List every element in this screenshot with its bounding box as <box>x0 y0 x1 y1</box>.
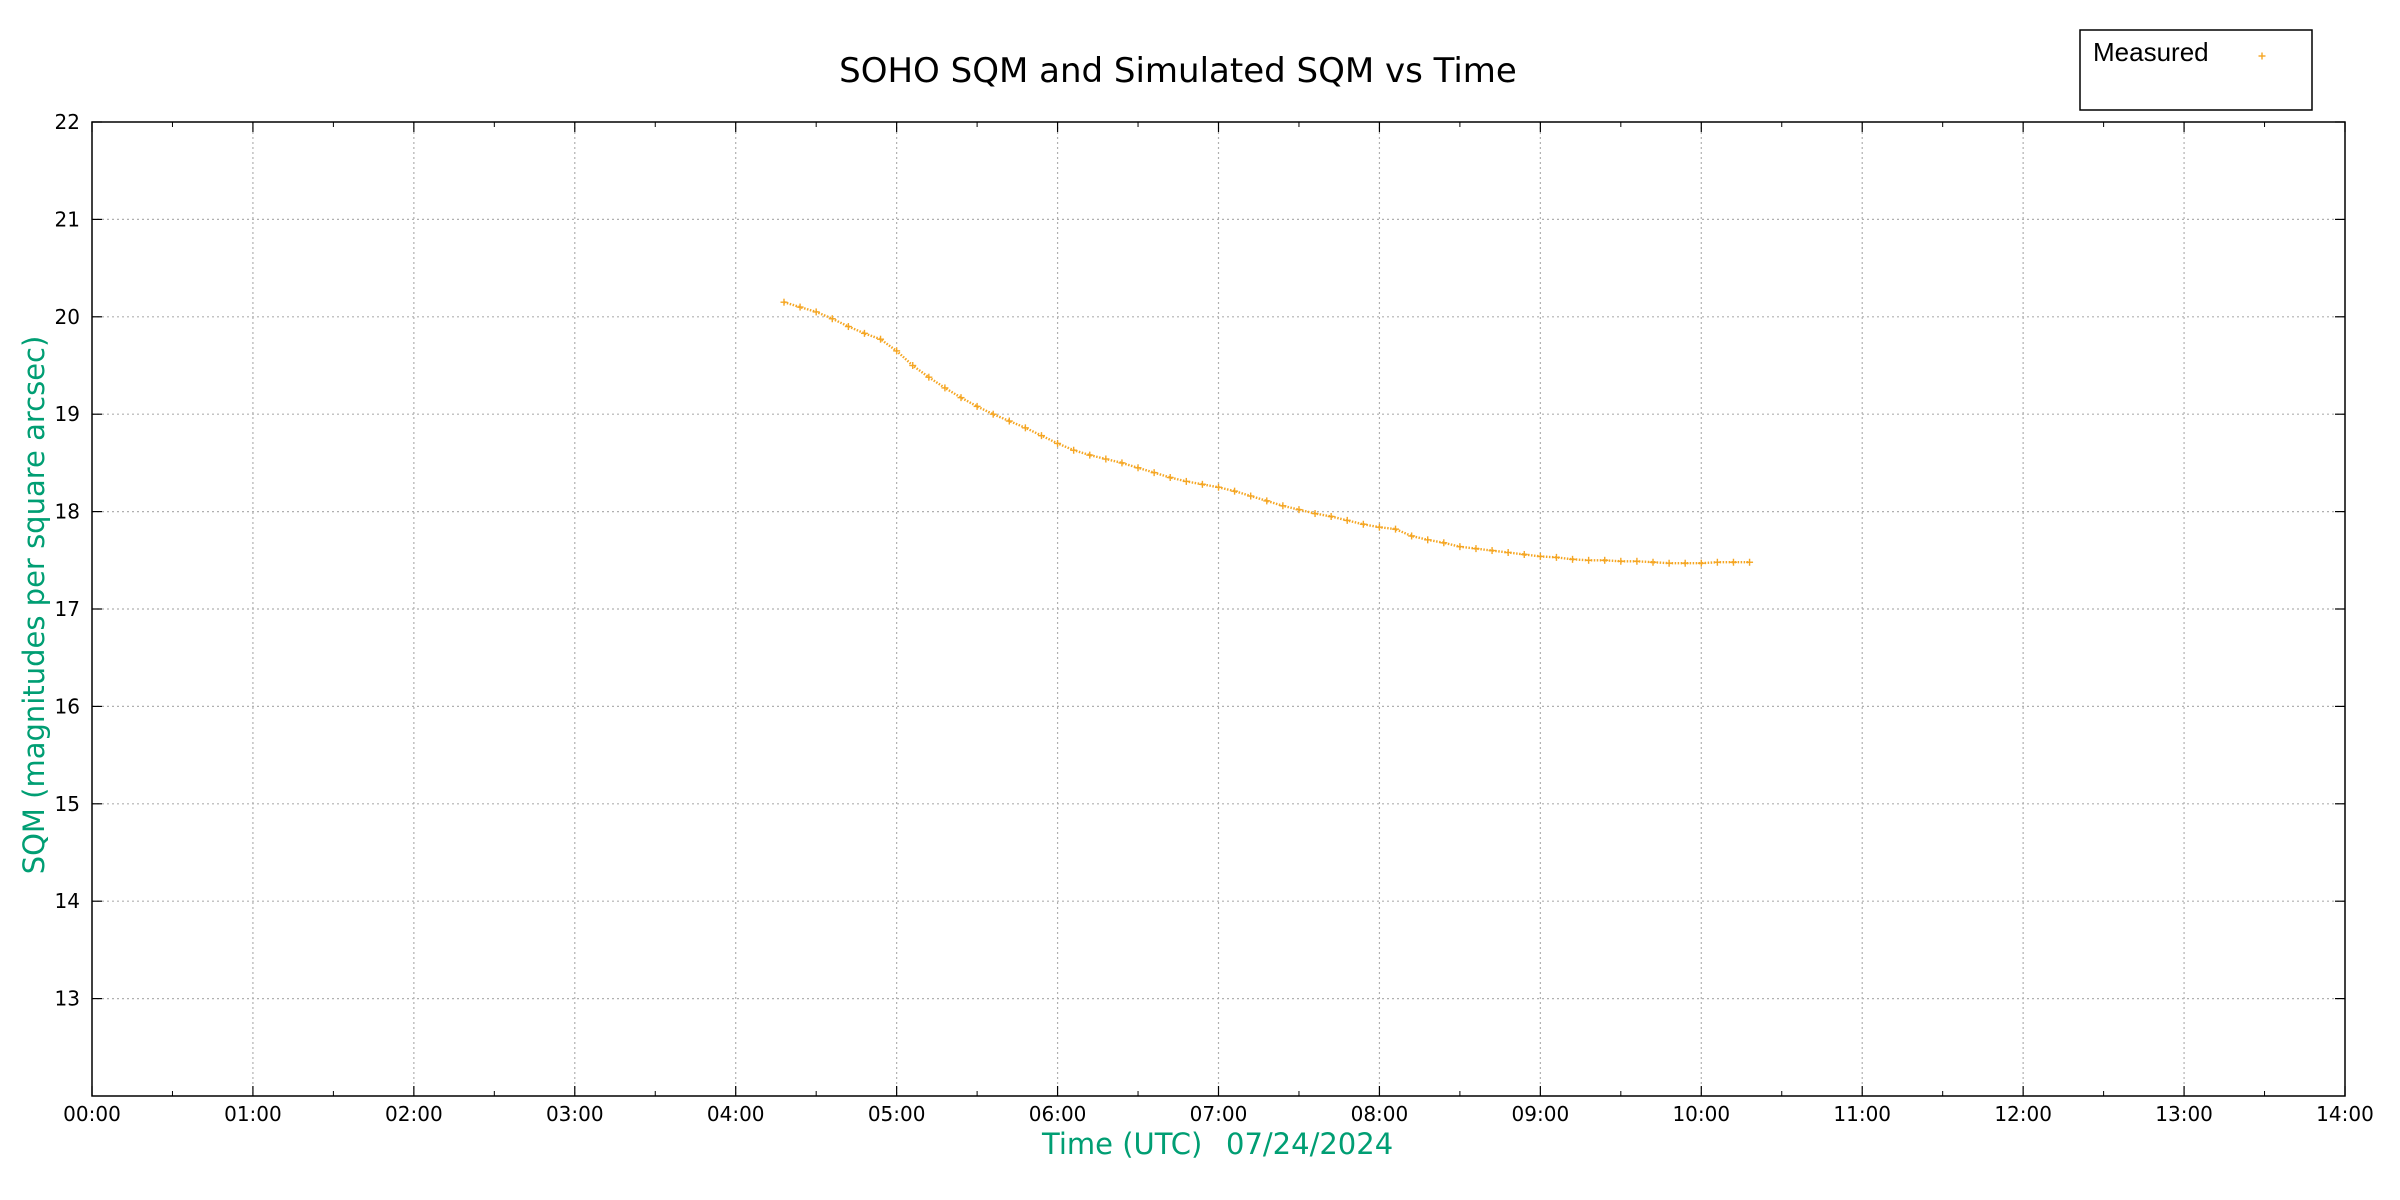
y-axis-label: SQM (magnitudes per square arcsec) <box>17 336 51 875</box>
y-tick-label: 19 <box>55 402 80 426</box>
x-tick-label: 13:00 <box>2155 1102 2213 1126</box>
x-tick-label: 11:00 <box>1833 1102 1891 1126</box>
data-point <box>877 335 885 343</box>
x-axis-date: 07/24/2024 <box>1226 1127 1393 1161</box>
data-point <box>1520 550 1528 558</box>
y-tick-label: 15 <box>55 792 80 816</box>
y-tick-label: 16 <box>55 694 80 718</box>
axis-ticks <box>91 121 2346 1096</box>
x-tick-label: 06:00 <box>1029 1102 1087 1126</box>
x-tick-label: 14:00 <box>2316 1102 2374 1126</box>
x-tick-label: 05:00 <box>868 1102 926 1126</box>
y-tick-label: 22 <box>55 110 80 134</box>
x-tick-label: 00:00 <box>63 1102 121 1126</box>
x-tick-label: 08:00 <box>1351 1102 1409 1126</box>
y-tick-label: 14 <box>55 889 80 913</box>
x-tick-label: 01:00 <box>224 1102 282 1126</box>
x-tick-label: 04:00 <box>707 1102 765 1126</box>
x-tick-label: 10:00 <box>1672 1102 1730 1126</box>
legend-marker-measured <box>2258 52 2266 60</box>
x-tick-label: 12:00 <box>1994 1102 2052 1126</box>
y-tick-label: 13 <box>55 987 80 1011</box>
legend-marker-plus <box>2258 52 2266 60</box>
x-axis-tick-labels: 00:00 01:00 02:00 03:00 04:00 05:00 06:00 07:00… <box>63 1102 2374 1126</box>
y-tick-label: 17 <box>55 597 80 621</box>
x-tick-label: 09:00 <box>1512 1102 1570 1126</box>
grid <box>92 122 2345 1096</box>
y-axis-tick-labels: 13 14 15 16 17 18 19 20 21 22 <box>55 110 80 1011</box>
x-tick-label: 02:00 <box>385 1102 443 1126</box>
measured-series <box>780 298 1754 567</box>
data-point <box>780 298 788 306</box>
legend-label-measured: Measured <box>2093 37 2209 67</box>
y-tick-label: 18 <box>55 500 80 524</box>
measured-trace <box>783 301 1750 565</box>
chart-title: SOHO SQM and Simulated SQM vs Time <box>839 51 1517 91</box>
legend: Measured <box>2079 29 2313 111</box>
data-point <box>1649 558 1657 566</box>
x-tick-label: 07:00 <box>1190 1102 1248 1126</box>
y-tick-label: 20 <box>55 305 80 329</box>
y-tick-label: 21 <box>55 207 80 231</box>
x-tick-label: 03:00 <box>546 1102 604 1126</box>
x-axis-label: Time (UTC) <box>1041 1127 1202 1161</box>
legend-box <box>2079 29 2313 111</box>
